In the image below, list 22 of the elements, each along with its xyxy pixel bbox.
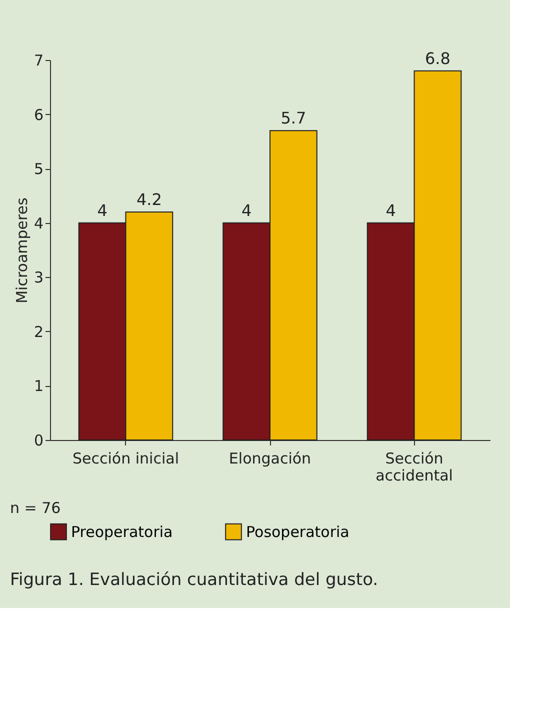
- x-tick-label: Sección accidental: [376, 450, 453, 484]
- data-label: 4.2: [136, 190, 162, 209]
- data-label: 4: [386, 200, 396, 220]
- x-tick-label: Sección inicial: [72, 450, 179, 468]
- data-label: 4: [241, 200, 252, 220]
- data-label: 5.7: [280, 108, 306, 128]
- y-tick-label: 0: [34, 432, 44, 450]
- y-tick-label: 7: [34, 52, 44, 70]
- y-tick-label: 2: [34, 322, 44, 341]
- y-tick-label: 1: [34, 377, 44, 396]
- y-tick-label: 5: [34, 160, 44, 178]
- x-tick-label: Elongación: [228, 450, 312, 468]
- y-tick-label: 6: [34, 106, 44, 124]
- legend-label: Posoperatoria: [246, 522, 350, 541]
- y-tick-label: 3: [34, 268, 44, 287]
- text: Figura 1. Evaluación cuantitativa del gusto.: [10, 570, 378, 590]
- y-axis-title: Microamperes: [12, 197, 31, 304]
- data-label: 6.8: [424, 48, 450, 68]
- data-label: 4: [97, 200, 108, 220]
- legend-label: Preoperatoria: [71, 522, 173, 541]
- y-tick-label: 4: [34, 214, 44, 232]
- text: n = 76: [10, 499, 61, 517]
